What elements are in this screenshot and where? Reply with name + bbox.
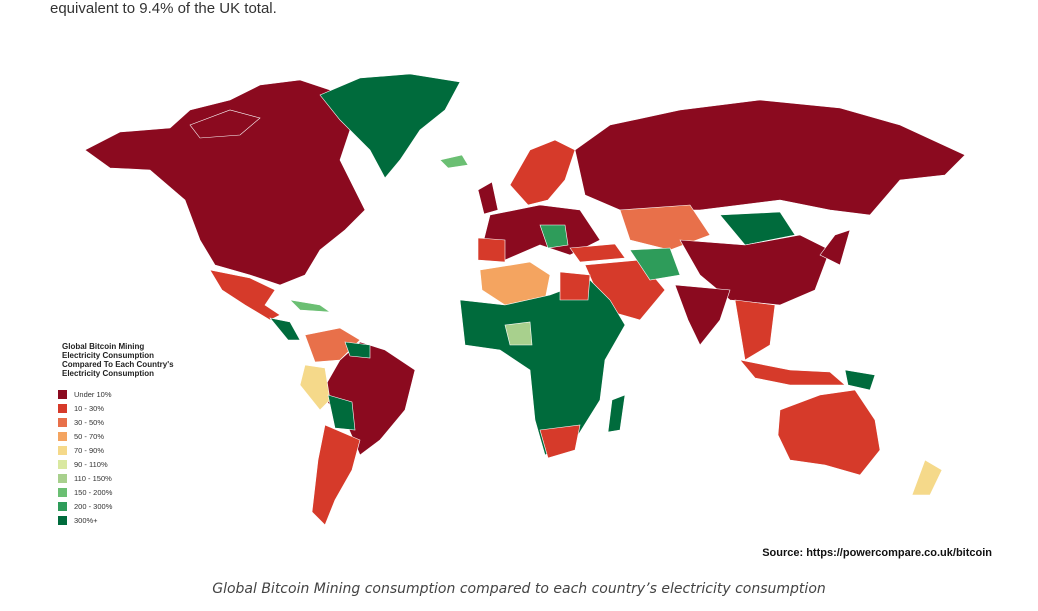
arctic-islands (189, 109, 261, 139)
indonesia (739, 359, 846, 386)
north-america (84, 79, 366, 286)
paraguay (327, 394, 356, 431)
legend-swatch (58, 404, 67, 413)
madagascar (607, 394, 626, 433)
legend-label: 200 - 300% (74, 502, 113, 511)
greenland (319, 73, 461, 179)
legend-label: 150 - 200% (74, 488, 113, 497)
nigeria (504, 321, 533, 346)
scandinavia (509, 139, 576, 206)
spain (477, 237, 506, 263)
legend-swatch (58, 502, 67, 511)
legend-label: 70 - 90% (74, 446, 104, 455)
south-africa (539, 424, 581, 459)
argentina (311, 424, 361, 526)
caribbean (289, 299, 332, 313)
central-america (269, 317, 301, 341)
legend-swatch (58, 460, 67, 469)
legend-label: 90 - 110% (74, 460, 108, 469)
legend-title: Global Bitcoin Mining (62, 342, 144, 351)
legend-title: Electricity Consumption (62, 351, 154, 360)
guyanas (344, 341, 371, 359)
legend-label: 110 - 150% (74, 474, 112, 483)
peru-bolivia (299, 364, 331, 411)
legend-swatch (58, 516, 67, 525)
china (679, 234, 831, 306)
legend-label: 300%+ (74, 516, 98, 525)
legend-swatch (58, 432, 67, 441)
legend-title: Compared To Each Country's (62, 360, 174, 369)
iran (629, 247, 681, 281)
australia (777, 389, 881, 476)
legend-title: Electricity Consumption (62, 369, 154, 378)
countries (84, 73, 966, 526)
source: Source: https://powercompare.co.uk/bitco… (762, 547, 992, 559)
russia (574, 99, 966, 216)
legend-label: 10 - 30% (74, 404, 104, 413)
turkey (569, 243, 626, 263)
mexico (209, 269, 281, 321)
legend-swatch (58, 474, 67, 483)
intro-text: equivalent to 9.4% of the UK total. (50, 0, 277, 17)
legend-swatch (58, 418, 67, 427)
japan (819, 229, 851, 266)
legend-swatch (58, 390, 67, 399)
southeast-asia (734, 299, 776, 361)
uk (477, 181, 499, 215)
legend-label: 50 - 70% (74, 432, 104, 441)
iceland (439, 154, 469, 169)
legend-label: Under 10% (74, 390, 112, 399)
legend-swatch (58, 446, 67, 455)
africa (459, 279, 626, 456)
papua (844, 369, 876, 391)
mongolia (719, 211, 796, 246)
caption: Global Bitcoin Mining consumption compar… (212, 581, 826, 597)
new-zealand (911, 459, 943, 496)
central-europe (539, 224, 569, 249)
legend-label: 30 - 50% (74, 418, 104, 427)
legend-swatch (58, 488, 67, 497)
india (674, 284, 731, 346)
egypt (559, 271, 591, 301)
